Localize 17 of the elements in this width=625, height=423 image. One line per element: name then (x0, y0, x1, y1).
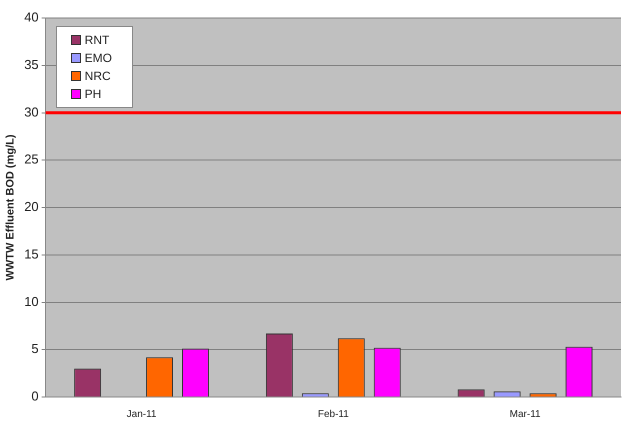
x-tick-label: Jan-11 (126, 408, 157, 420)
legend-label: RNT (84, 32, 110, 49)
y-tick-label: 5 (31, 341, 39, 356)
x-tick-label: Feb-11 (318, 408, 350, 420)
y-tick-label: 25 (24, 152, 39, 167)
y-tick-label: 20 (24, 199, 39, 214)
y-tick-label: 10 (24, 294, 39, 309)
y-tick-label: 15 (24, 246, 39, 262)
y-tick-label: 0 (31, 388, 39, 404)
legend-label: NRC (84, 68, 112, 85)
y-tick-label: 30 (24, 104, 39, 120)
legend-label: PH (84, 86, 102, 103)
x-tick-label: Mar-11 (510, 408, 542, 420)
y-axis-title: WWTW Effluent BOD (mg/L) (4, 134, 17, 281)
y-tick-label: 35 (24, 56, 39, 72)
legend-label: EMO (84, 50, 112, 67)
y-tick-label: 40 (24, 10, 39, 25)
